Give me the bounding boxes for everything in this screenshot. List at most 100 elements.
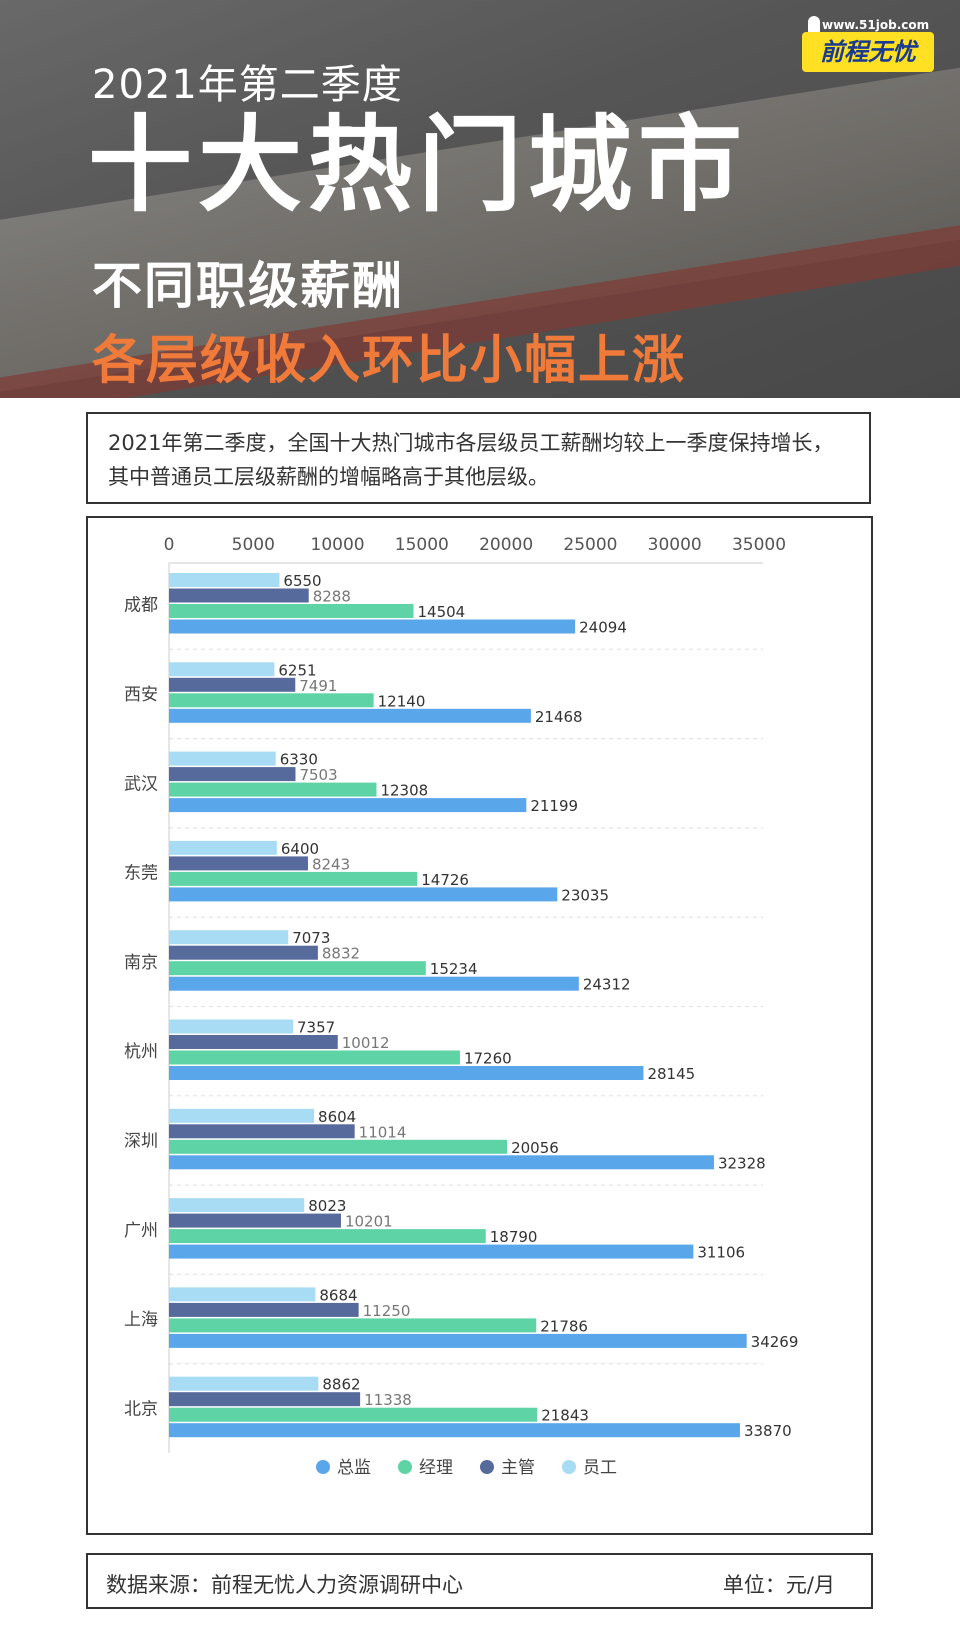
data-label: 18790 bbox=[490, 1228, 538, 1246]
data-label: 8288 bbox=[313, 588, 351, 606]
bar bbox=[169, 619, 576, 634]
bar bbox=[169, 1124, 355, 1139]
bar bbox=[169, 871, 418, 886]
salary-bar-chart: 0 5000 10000 15000 20000 25000 30000 35000 成都 655… bbox=[124, 535, 799, 1478]
data-label: 7503 bbox=[299, 766, 337, 784]
bar bbox=[169, 677, 296, 692]
x-tick-label: 20000 bbox=[479, 535, 533, 555]
category-label: 广州 bbox=[124, 1221, 158, 1241]
bar bbox=[169, 887, 558, 902]
logo-51job: www.51job.com 前程无忧 bbox=[802, 16, 934, 72]
bar bbox=[169, 798, 527, 813]
data-label: 21786 bbox=[540, 1317, 588, 1335]
data-label: 34269 bbox=[751, 1333, 799, 1351]
data-label: 10201 bbox=[345, 1213, 393, 1231]
data-label: 21199 bbox=[530, 797, 578, 815]
category-label: 杭州 bbox=[124, 1042, 158, 1062]
bar bbox=[169, 1066, 644, 1080]
x-tick-label: 30000 bbox=[648, 535, 702, 555]
data-label: 11014 bbox=[359, 1123, 407, 1141]
data-label: 6550 bbox=[283, 572, 321, 590]
x-tick-label: 0 bbox=[164, 535, 175, 555]
data-label: 23035 bbox=[561, 886, 609, 904]
data-label: 28145 bbox=[647, 1065, 695, 1083]
bar bbox=[169, 1407, 538, 1422]
bar bbox=[169, 930, 289, 945]
intro-text: 2021年第二季度，全国十大热门城市各层级员工薪酬均较上一季度保持增长，其中普通… bbox=[108, 431, 834, 489]
bar bbox=[169, 662, 275, 677]
legend-label: 员工 bbox=[583, 1458, 617, 1478]
bar bbox=[169, 782, 377, 797]
legend-marker bbox=[316, 1460, 330, 1474]
hero-banner: 2021年第二季度 十大热门城市 不同职级薪酬 各层级收入环比小幅上涨 www.… bbox=[0, 0, 960, 398]
data-label: 31106 bbox=[697, 1244, 745, 1262]
bar bbox=[169, 1423, 740, 1438]
bar bbox=[169, 856, 308, 871]
bar bbox=[169, 961, 426, 976]
bar bbox=[169, 708, 531, 723]
bar bbox=[169, 1302, 359, 1317]
category-label: 成都 bbox=[124, 596, 158, 616]
data-label: 7357 bbox=[297, 1019, 335, 1037]
bar bbox=[169, 1050, 460, 1065]
data-label: 17260 bbox=[464, 1050, 512, 1068]
logo-url: www.51job.com bbox=[822, 18, 930, 32]
hero-subtitle: 2021年第二季度 bbox=[92, 62, 403, 108]
hero-highlight: 各层级收入环比小幅上涨 bbox=[92, 331, 687, 391]
data-label: 24312 bbox=[583, 976, 631, 994]
data-label: 8684 bbox=[319, 1286, 357, 1304]
legend-label: 经理 bbox=[419, 1458, 453, 1478]
bar bbox=[169, 604, 414, 618]
x-tick-label: 15000 bbox=[395, 535, 449, 555]
bar bbox=[169, 1139, 508, 1154]
bar bbox=[169, 693, 374, 708]
category-label: 东莞 bbox=[124, 864, 158, 884]
data-label: 21468 bbox=[535, 708, 583, 726]
bar bbox=[169, 1287, 316, 1302]
footer-box: 数据来源：前程无忧人力资源调研中心 单位：元/月 bbox=[86, 1553, 873, 1609]
category-label: 上海 bbox=[124, 1310, 158, 1330]
bar bbox=[169, 1155, 714, 1170]
bar bbox=[169, 1333, 747, 1348]
x-tick-label: 5000 bbox=[232, 535, 275, 555]
bar bbox=[169, 1108, 315, 1123]
data-label: 8832 bbox=[322, 945, 360, 963]
bar bbox=[169, 1035, 338, 1049]
data-label: 7073 bbox=[292, 929, 330, 947]
bar bbox=[169, 976, 579, 991]
x-tick-label: 10000 bbox=[311, 535, 365, 555]
logo-badge: 前程无忧 bbox=[802, 32, 934, 72]
bar bbox=[169, 1318, 537, 1333]
bar bbox=[169, 1229, 486, 1244]
bar bbox=[169, 573, 280, 587]
bar bbox=[169, 1376, 319, 1391]
data-label: 12308 bbox=[380, 782, 428, 800]
bar bbox=[169, 945, 318, 960]
data-label: 14726 bbox=[421, 871, 469, 889]
x-tick-label: 35000 bbox=[732, 535, 786, 555]
data-label: 14504 bbox=[417, 603, 465, 621]
legend-marker bbox=[562, 1460, 576, 1474]
legend-marker bbox=[398, 1460, 412, 1474]
data-label: 33870 bbox=[744, 1422, 792, 1440]
hero-title: 十大热门城市 bbox=[88, 104, 749, 226]
hero-heading: 不同职级薪酬 bbox=[92, 257, 404, 315]
data-label: 11338 bbox=[364, 1391, 412, 1409]
hand-icon bbox=[808, 16, 820, 34]
data-label: 6330 bbox=[280, 751, 318, 769]
legend-marker bbox=[480, 1460, 494, 1474]
bar bbox=[169, 840, 277, 855]
category-label: 北京 bbox=[124, 1399, 158, 1419]
data-label: 21843 bbox=[541, 1407, 589, 1425]
legend-label: 主管 bbox=[501, 1458, 535, 1478]
bar bbox=[169, 1198, 305, 1213]
intro-text-box: 2021年第二季度，全国十大热门城市各层级员工薪酬均较上一季度保持增长，其中普通… bbox=[86, 412, 871, 504]
data-label: 20056 bbox=[511, 1139, 559, 1157]
bar bbox=[169, 767, 296, 782]
data-label: 7491 bbox=[299, 677, 337, 695]
data-label: 32328 bbox=[718, 1154, 766, 1172]
bar bbox=[169, 1392, 361, 1407]
data-label: 6251 bbox=[278, 661, 316, 679]
data-source: 数据来源：前程无忧人力资源调研中心 bbox=[106, 1573, 463, 1597]
data-label: 8604 bbox=[318, 1108, 356, 1126]
